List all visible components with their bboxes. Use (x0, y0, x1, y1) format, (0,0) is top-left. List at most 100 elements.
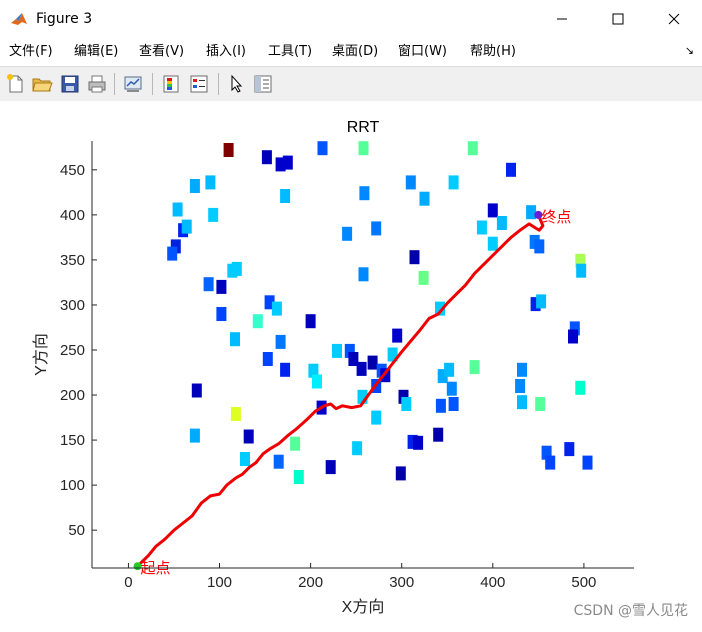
obstacle-marker (568, 329, 578, 344)
y-axis-label: Y方向 (32, 333, 50, 376)
obstacle-marker (534, 239, 545, 254)
toolbar (0, 66, 702, 102)
obstacle-marker (418, 270, 429, 285)
obstacle-marker (231, 261, 242, 276)
obstacle-marker (575, 380, 586, 395)
minimize-icon (557, 18, 567, 20)
rrt-scatter-plot[interactable]: 起点 终点 0 100 200 300 400 500 50 100 150 200 250 300 350… (0, 101, 702, 628)
obstacle-marker (405, 175, 416, 190)
obstacle-marker (545, 455, 556, 470)
print-icon[interactable] (86, 73, 108, 95)
obstacle-marker (264, 295, 275, 310)
obstacle-marker (517, 395, 527, 410)
menu-window[interactable]: 窗口(W) (398, 44, 447, 59)
obstacle-marker (407, 434, 418, 449)
y-tick-label: 300 (60, 297, 85, 314)
obstacle-marker (387, 347, 398, 362)
obstacle-marker (325, 460, 336, 475)
property-inspector-icon[interactable] (252, 73, 274, 95)
watermark: CSDN @雪人见花 (573, 603, 688, 619)
obstacle-marker (413, 435, 424, 450)
maximize-button[interactable] (590, 0, 646, 38)
obstacle-marker (223, 143, 234, 157)
obstacle-marker (517, 362, 527, 377)
obstacle-marker (308, 363, 319, 378)
matlab-logo-icon (10, 10, 28, 28)
obstacle-marker (344, 343, 355, 358)
start-label: 起点 (141, 560, 171, 577)
obstacle-marker (189, 179, 200, 193)
obstacle-marker (230, 332, 240, 347)
obstacle-marker (582, 455, 593, 470)
obstacle-marker (261, 150, 272, 165)
obstacle-marker (448, 175, 459, 190)
obstacle-marker (208, 207, 219, 222)
obstacle-marker (290, 436, 301, 451)
menu-bar: 文件(F) 编辑(E) 查看(V) 插入(I) 工具(T) 桌面(D) 窗口(W… (0, 38, 702, 66)
obstacle-marker (273, 454, 284, 469)
obstacle-marker (435, 398, 446, 413)
obstacle-marker (312, 374, 322, 389)
close-button[interactable] (646, 0, 702, 38)
link-plot-icon[interactable] (122, 73, 144, 95)
obstacle-marker (357, 389, 368, 404)
obstacle-marker (252, 314, 263, 329)
close-icon (668, 13, 680, 25)
chart-title: RRT (347, 119, 380, 136)
obstacle-marker (398, 389, 409, 404)
maximize-icon (612, 13, 624, 25)
obstacle-marker (409, 250, 420, 265)
window-title: Figure 3 (36, 11, 93, 27)
obstacle-marker (280, 189, 291, 203)
open-file-icon[interactable] (31, 73, 53, 95)
obstacle-marker (541, 445, 552, 460)
y-tick-label: 50 (68, 522, 85, 539)
x-tick-label: 300 (389, 574, 414, 591)
obstacle-marker (358, 141, 369, 156)
obstacle-marker (216, 279, 227, 294)
obstacle-marker (282, 155, 293, 170)
menu-insert[interactable]: 插入(I) (206, 44, 246, 59)
obstacle-marker (435, 301, 445, 316)
obstacle-marker (487, 236, 498, 251)
menu-help[interactable]: 帮助(H) (470, 44, 516, 59)
save-icon[interactable] (59, 73, 81, 95)
y-tick-label: 150 (60, 432, 85, 449)
menu-view[interactable]: 查看(V) (139, 44, 185, 59)
obstacle-marker (243, 429, 254, 444)
menu-file[interactable]: 文件(F) (9, 44, 53, 59)
obstacle-marker (437, 369, 448, 384)
obstacle-marker (181, 219, 192, 234)
menu-tools[interactable]: 工具(T) (268, 44, 313, 59)
obstacle-marker (216, 307, 227, 321)
obstacle-marker (444, 362, 455, 377)
menu-edit[interactable]: 编辑(E) (74, 44, 119, 59)
x-tick-label: 200 (298, 574, 323, 591)
x-tick-label: 400 (480, 574, 505, 591)
obstacle-marker (448, 397, 459, 411)
obstacle-marker (230, 407, 241, 421)
title-bar: Figure 3 (0, 0, 702, 38)
obstacle-marker (392, 328, 403, 343)
obstacle-marker (275, 334, 286, 349)
menu-desktop[interactable]: 桌面(D) (332, 44, 379, 59)
obstacle-marker (487, 203, 498, 218)
obstacle-marker (575, 253, 586, 268)
insert-colorbar-icon[interactable] (160, 73, 182, 95)
y-tick-label: 250 (60, 342, 85, 359)
edit-plot-arrow-icon[interactable] (226, 73, 248, 95)
new-figure-icon[interactable] (5, 73, 27, 95)
obstacle-marker (317, 141, 328, 156)
obstacle-marker (358, 267, 369, 282)
obstacle-marker (189, 428, 200, 443)
toolbar-separator (114, 73, 115, 95)
obstacle-marker (371, 221, 382, 236)
dock-arrow-icon[interactable]: ↘ (684, 44, 694, 57)
obstacle-marker (170, 239, 181, 254)
obstacle-marker (506, 162, 516, 177)
x-tick-label: 100 (207, 574, 232, 591)
x-tick-label: 500 (571, 574, 596, 591)
insert-legend-icon[interactable] (188, 73, 210, 95)
minimize-button[interactable] (534, 0, 590, 38)
